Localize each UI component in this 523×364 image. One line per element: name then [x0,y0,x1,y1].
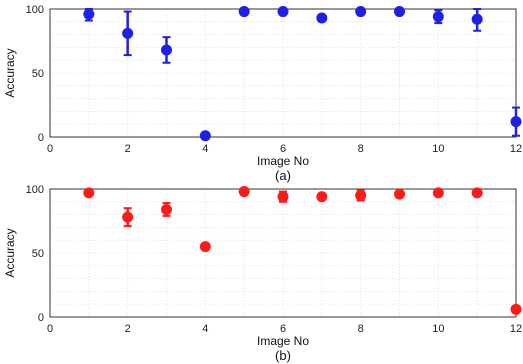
data-point [355,6,367,18]
x-tick-label: 4 [202,323,208,335]
y-tick-label: 100 [26,184,44,196]
data-point [432,187,444,199]
y-tick-label: 0 [38,312,44,324]
panel-a: 0 2 4 6 8 10 12 0 50 100 Image No Accuracy (a) [3,4,522,183]
data-point [316,12,328,24]
data-point [122,211,134,223]
plot-frame [49,188,517,318]
data-point [394,188,405,200]
x-tick-label: 2 [125,143,131,155]
y-axis-title: Accuracy [3,228,17,277]
data-point [510,116,522,128]
data-point [83,187,95,199]
y-tick-label: 50 [32,68,44,80]
data-point [83,8,95,20]
x-tick-label: 10 [432,143,444,155]
data-point [238,186,250,198]
panel-caption: (b) [275,348,291,363]
data-point [199,241,211,253]
data-point [471,187,483,199]
y-tick-label: 0 [38,132,44,144]
x-tick-label: 10 [432,323,444,335]
data-point [432,11,444,23]
data-point [355,189,367,201]
data-point [199,130,211,142]
x-tick-label: 12 [510,143,522,155]
x-tick-label: 6 [280,143,286,155]
x-tick-label: 2 [125,323,131,335]
panel-b: 0 2 4 6 8 10 12 0 50 100 Image No Accuracy (b) [3,184,522,363]
x-tick-label: 4 [202,143,208,155]
data-point [471,13,483,25]
panel-caption: (a) [275,168,291,183]
data-point [277,6,289,18]
x-tick-label: 0 [47,143,53,155]
data-point [161,44,172,56]
data-point [122,27,134,39]
data-point [510,303,522,315]
data-point [238,6,250,18]
x-tick-label: 6 [280,323,286,335]
data-point [316,191,328,203]
x-tick-label: 8 [358,143,364,155]
y-axis-title: Accuracy [3,48,17,97]
data-point [277,191,289,203]
y-tick-label: 100 [26,4,44,16]
x-tick-label: 12 [510,323,522,335]
data-point [394,6,405,18]
x-axis-title: Image No [257,334,309,348]
x-tick-label: 0 [47,323,53,335]
x-axis-title: Image No [257,154,309,168]
x-tick-label: 8 [358,323,364,335]
y-tick-label: 50 [32,248,44,260]
data-point [161,203,172,215]
